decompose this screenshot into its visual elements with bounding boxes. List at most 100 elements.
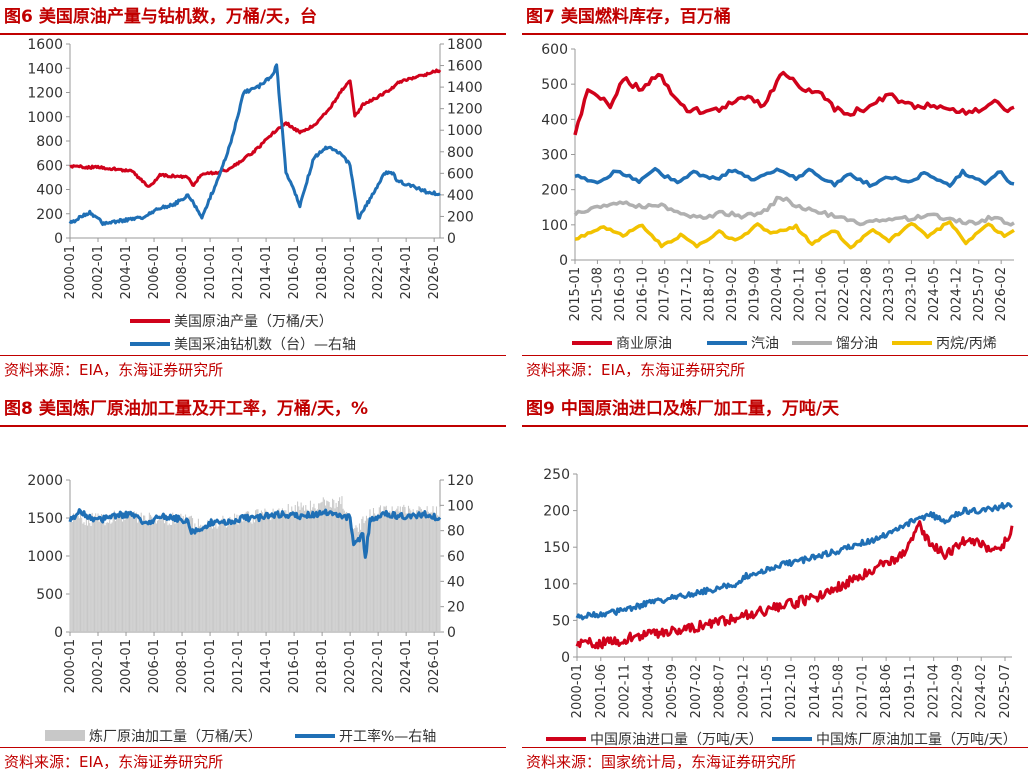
- bar: [421, 511, 424, 632]
- chart-title: 图7 美国燃料库存，百万桶: [526, 2, 731, 32]
- legend-item: 中国原油进口量（万吨/天）: [546, 732, 763, 746]
- bar: [328, 502, 330, 632]
- bar: [365, 515, 367, 632]
- x-tick-label: 2018-01: [315, 639, 330, 693]
- bar: [417, 510, 419, 632]
- bar: [318, 503, 320, 632]
- bar: [119, 514, 121, 632]
- bar: [298, 506, 300, 632]
- y2-tick-label: 1200: [447, 102, 483, 118]
- bar: [402, 506, 404, 632]
- x-tick-label: 2016-03: [613, 267, 628, 321]
- x-tick-label: 2021-06: [815, 267, 830, 321]
- bar: [127, 516, 129, 632]
- x-tick-label: 2008-01: [175, 639, 190, 693]
- x-tick-label: 2015-08: [832, 664, 847, 718]
- bar: [249, 519, 251, 632]
- bar: [218, 524, 220, 632]
- bar: [173, 519, 175, 632]
- bar: [419, 507, 421, 632]
- bar: [193, 528, 195, 632]
- bar: [263, 514, 265, 632]
- y2-tick-label: 1600: [447, 59, 483, 75]
- chart-panel-fig9: 图9 中国原油进口及炼厂加工量，万吨/天 0 50 100 150 200 250 2000-…: [522, 392, 1032, 784]
- x-tick-label: 2025-07: [972, 267, 987, 321]
- bar: [167, 525, 169, 632]
- bar: [385, 505, 387, 632]
- bar: [181, 523, 183, 632]
- bar: [390, 512, 392, 632]
- chart-title: 图9 中国原油进口及炼厂加工量，万吨/天: [526, 394, 839, 424]
- bar: [279, 512, 281, 632]
- bar: [323, 499, 325, 632]
- bar: [411, 516, 413, 632]
- bar: [336, 506, 338, 632]
- legend-label: 开工率%—右轴: [339, 728, 436, 745]
- bar: [386, 511, 389, 632]
- bar: [78, 518, 80, 632]
- x-tick-label: 2017-12: [680, 267, 695, 321]
- figure-title: 美国燃料库存，百万桶: [560, 7, 731, 27]
- x-tick-label: 2004-01: [119, 245, 134, 299]
- bar: [160, 520, 162, 632]
- bar: [188, 516, 190, 632]
- bar: [319, 503, 321, 632]
- bar: [346, 511, 348, 632]
- bar: [96, 519, 98, 632]
- series-line: [575, 520, 1014, 650]
- bar: [217, 526, 219, 632]
- bar: [146, 522, 148, 632]
- bar: [90, 525, 92, 632]
- bar: [97, 513, 99, 632]
- y2-tick-label: 800: [447, 145, 474, 161]
- y2-tick-label: 0: [447, 625, 456, 641]
- bar: [143, 515, 145, 632]
- bar: [299, 509, 301, 632]
- bar: [334, 508, 336, 632]
- bar: [381, 514, 383, 632]
- bar: [280, 515, 282, 632]
- bar: [308, 511, 310, 632]
- bar: [371, 516, 373, 632]
- bar: [284, 510, 286, 632]
- chart-title: 图8 美国炼厂原油加工量及开工率，万桶/天，%: [4, 394, 368, 424]
- y-tick-label: 400: [541, 112, 568, 128]
- bar: [340, 504, 342, 632]
- chart-china-crude-imports-refinery-runs: 0 50 100 150 200 250 2000-01 2001-06 2002-11 2004…: [543, 467, 1016, 746]
- x-tick-label: 2015-08: [590, 267, 605, 321]
- bar: [223, 522, 225, 632]
- bar: [151, 516, 153, 632]
- bar: [404, 507, 406, 632]
- x-tick-label: 2016-01: [287, 639, 302, 693]
- bar: [416, 510, 418, 632]
- y-tick-label: 250: [543, 467, 570, 483]
- bar: [356, 527, 358, 632]
- series-line: [575, 502, 1013, 621]
- x-tick-label: 2010-01: [203, 639, 218, 693]
- bar: [221, 518, 223, 632]
- bar: [179, 519, 181, 632]
- bar: [114, 521, 117, 632]
- bar: [375, 515, 377, 632]
- x-tick-label: 2014-03: [808, 664, 823, 718]
- x-tick-label: 2024-02: [974, 664, 989, 718]
- x-tick-label: 2022-01: [371, 245, 386, 299]
- bar: [83, 522, 85, 632]
- bar: [405, 513, 407, 632]
- bar: [144, 515, 146, 632]
- bar: [314, 508, 316, 632]
- y-tick-label: 600: [541, 42, 568, 58]
- y-tick-label: 2000: [27, 473, 63, 489]
- x-tick-label: 2012-01: [231, 245, 246, 299]
- bar: [182, 516, 184, 632]
- figure-number: 图7: [526, 7, 555, 27]
- bar: [300, 502, 302, 632]
- bar: [131, 515, 133, 632]
- series-line: [574, 220, 1015, 250]
- bar: [291, 506, 293, 632]
- bar: [264, 508, 266, 632]
- y-tick-label: 0: [561, 650, 570, 666]
- bar: [141, 522, 143, 632]
- bar: [70, 516, 72, 632]
- bar: [79, 512, 82, 632]
